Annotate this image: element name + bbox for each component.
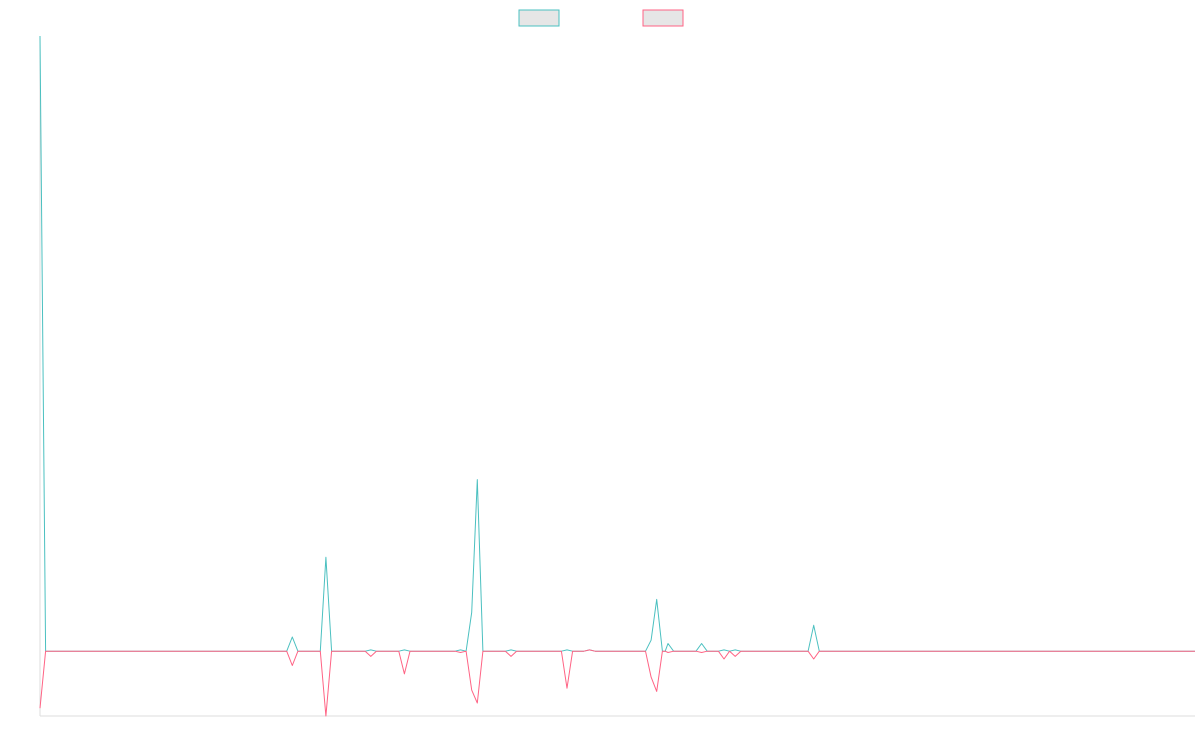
- series-line-2: [39, 649, 1195, 717]
- series-line-1: [39, 35, 1195, 652]
- legend-swatch-1[interactable]: [518, 9, 560, 27]
- series-layer: [39, 35, 1195, 717]
- legend: [518, 9, 684, 27]
- legend-swatch-2[interactable]: [642, 9, 684, 27]
